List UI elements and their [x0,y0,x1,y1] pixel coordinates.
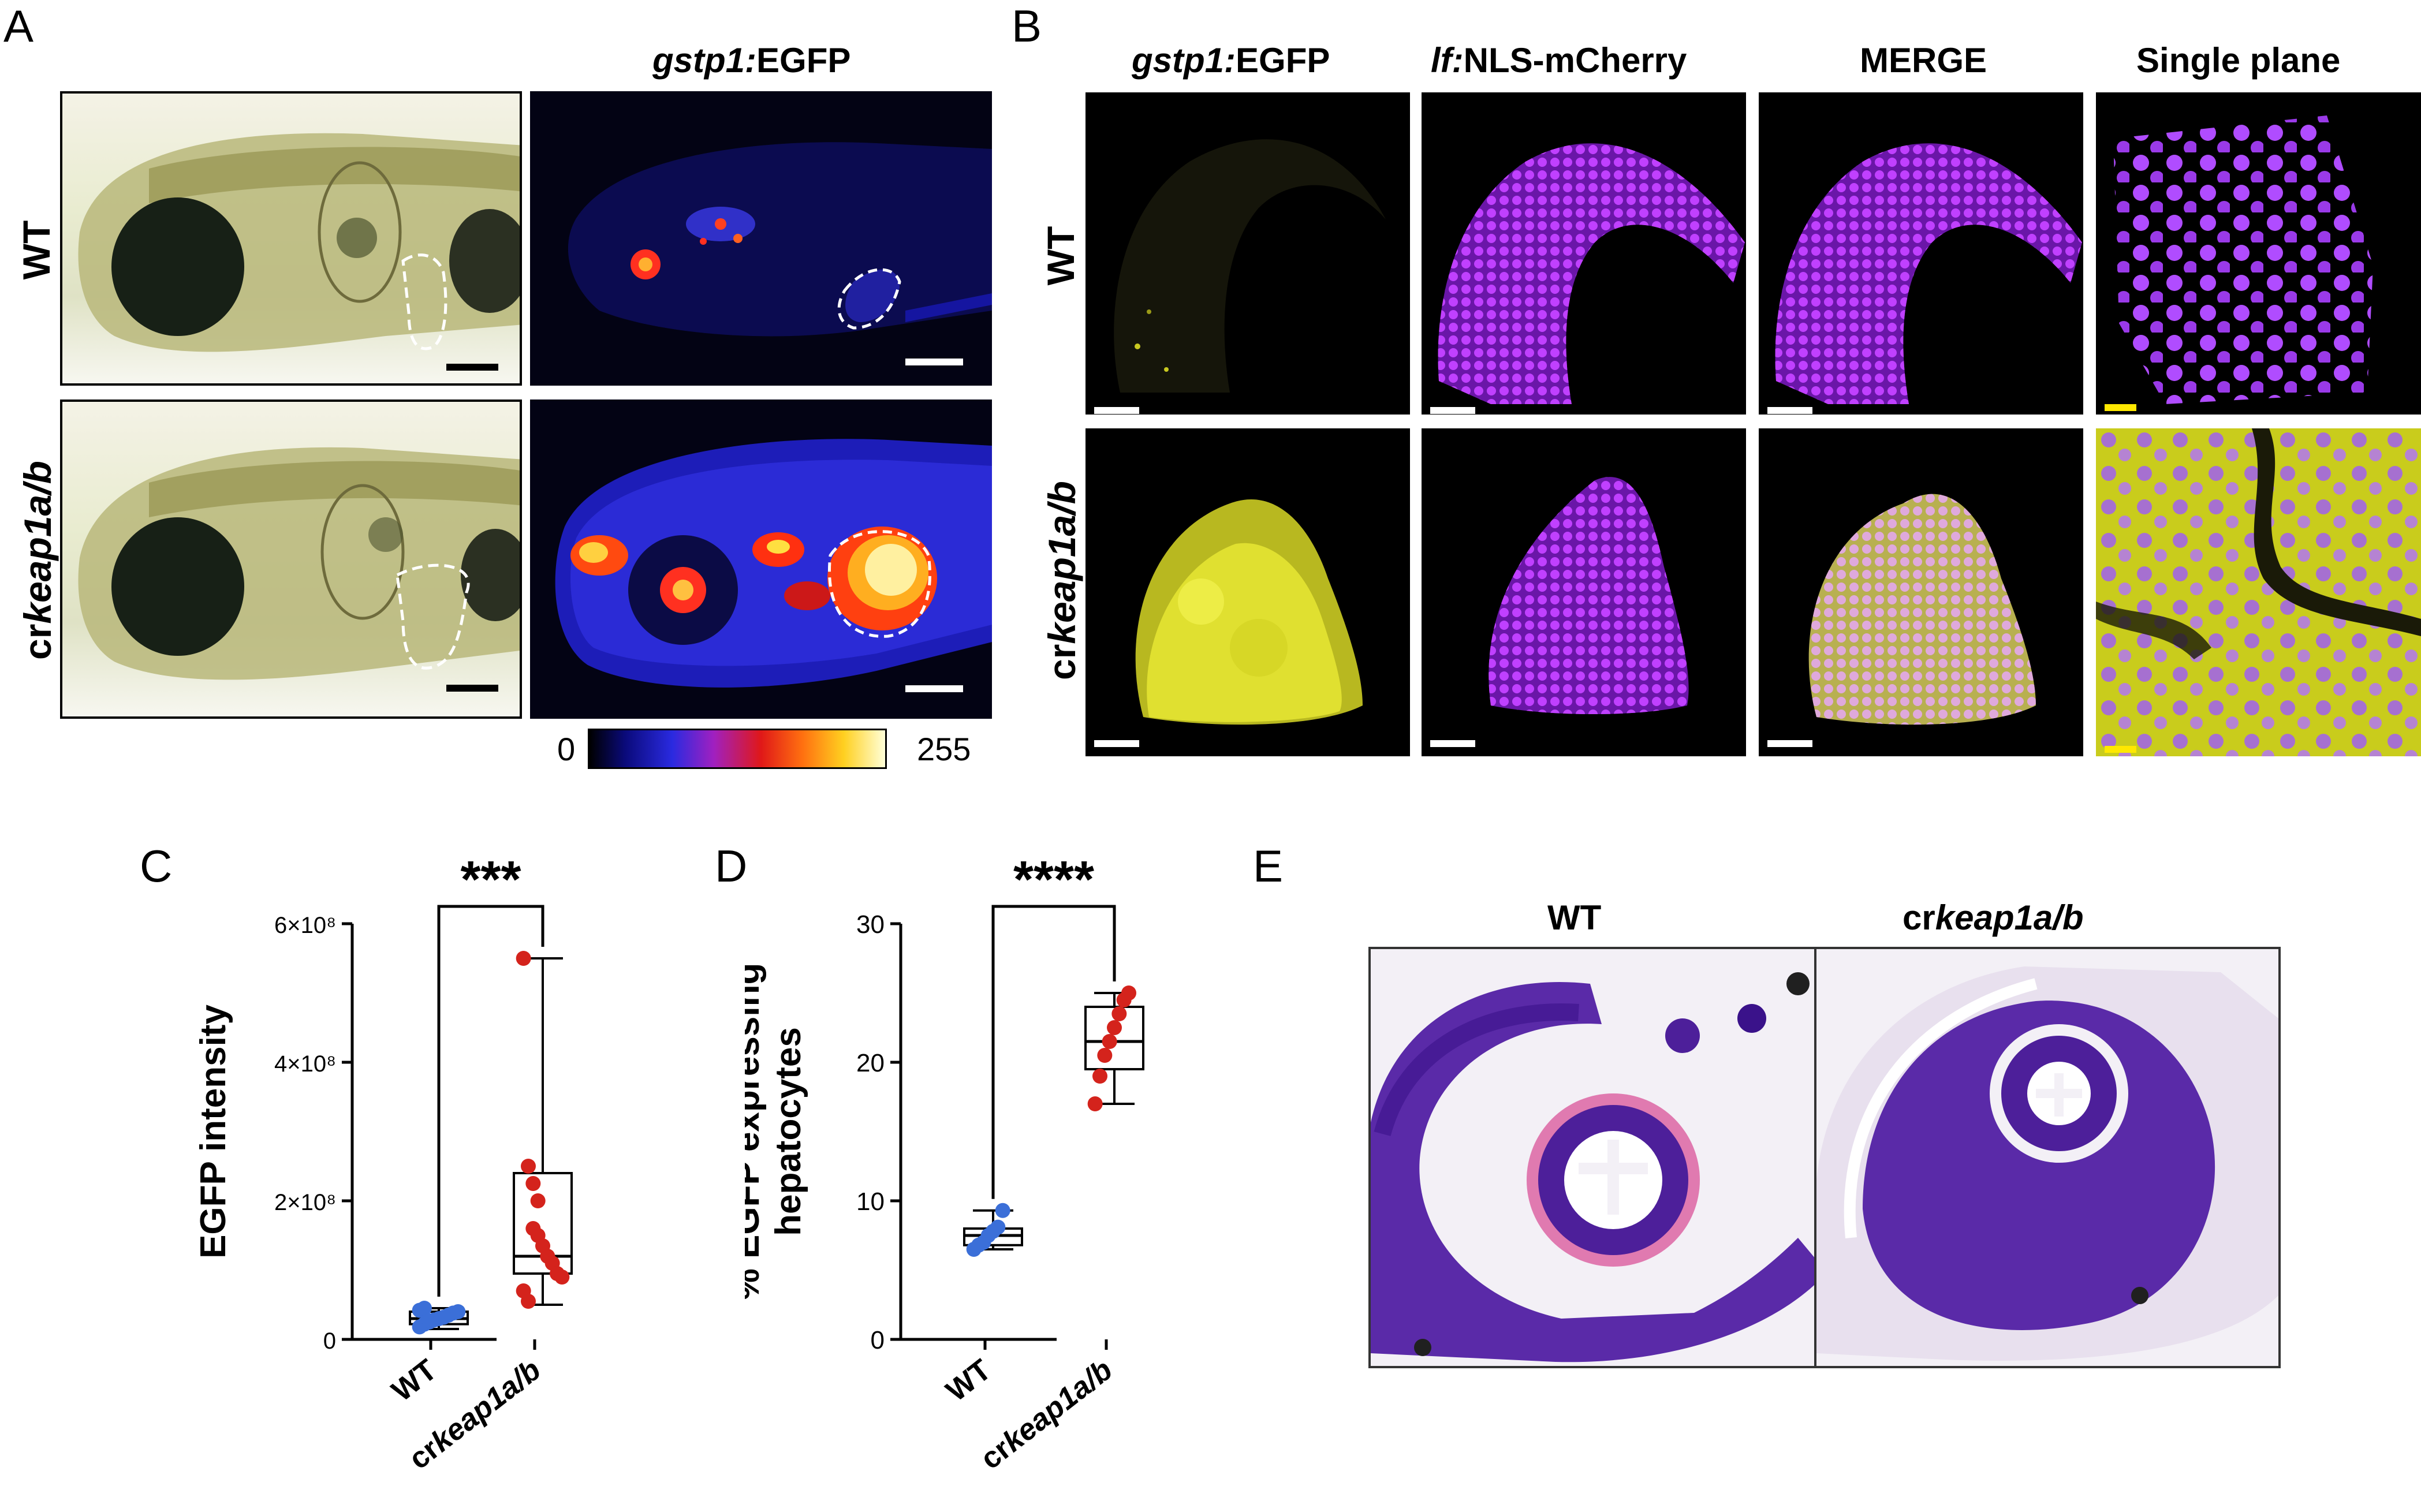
data-point [525,1221,541,1236]
y-tick-label: 0 [871,1326,885,1354]
scale-bar [1767,740,1812,747]
scale-bar [1094,740,1139,747]
data-point [1107,1020,1122,1035]
scale-bar [905,685,963,692]
y-tick-label: 20 [856,1049,885,1077]
panel-letter-c: C [140,841,173,891]
significance-bracket [991,905,1116,1199]
egfp-image-wt [1085,92,1410,415]
fluorescence-image-mutant [530,400,992,719]
y-tick-label: 10 [856,1188,885,1216]
liver-mcherry-wt [1438,143,1745,404]
he-section-mutant [1816,949,2278,1366]
panel-b-col3-title: MERGE [1860,41,1987,80]
significance-stars: **** [1013,851,1094,909]
panel-a-row-label-wt: WT [15,220,58,280]
data-point [417,1301,432,1316]
liver-egfp-mutant [1135,499,1363,725]
brightfield-image-wt [60,91,522,386]
data-point [1121,985,1136,1000]
colorbar [588,729,887,769]
scale-bar [446,685,498,692]
scale-bar [1430,407,1475,414]
data-point [554,1270,570,1285]
scale-bar [905,359,963,365]
panel-b-col4-title: Single plane [2136,41,2341,80]
scale-bar [446,364,498,371]
panel-letter-b: B [1012,1,1042,51]
fluorescence-image-wt [530,91,992,386]
single-plane-image-mutant [2096,428,2421,756]
data-point [1111,1006,1127,1021]
panel-a-fluor-title: gstp1:EGFP [652,41,851,80]
panel-b-row-label-wt: WT [1039,226,1082,286]
data-point [1102,1034,1117,1049]
histology-image-mutant [1814,947,2281,1368]
data-point [521,1159,536,1174]
significance-stars: *** [460,851,521,909]
data-point [995,1203,1010,1218]
panel-e-title-mutant: crkeap1a/b [1903,898,2084,937]
y-tick-label: 6×10⁸ [274,913,336,938]
x-tick-label: crkeap1a/b [975,1353,1119,1476]
data-point [516,951,531,966]
brightfield-image-mutant [60,400,522,719]
y-tick-label: 4×10⁸ [274,1051,336,1077]
histology-image-wt [1368,947,1835,1368]
data-point [1087,1096,1103,1111]
panel-b-col1-title: gstp1:EGFP [1132,41,1330,80]
merge-image-wt [1759,92,2083,415]
fluor-larva-wt [568,142,992,337]
colorbar-max-label: 255 [917,731,971,767]
he-section-wt [1371,949,1833,1366]
data-point [525,1176,541,1191]
y-axis-label: % EGFP expressinghepatocytes [745,963,808,1301]
panel-letter-e: E [1253,841,1284,891]
liver-merge-wt [1775,143,2082,404]
scale-bar [1430,740,1475,747]
panel-letter-a: A [3,1,34,51]
single-plane-image-wt [2096,92,2421,415]
scale-bar [2105,404,2136,411]
fluor-larva-mutant [555,439,992,688]
single-plane-nuclei-mutant [2096,428,2421,756]
scale-bar [1094,407,1139,414]
mcherry-image-wt [1422,92,1746,415]
y-tick-label: 0 [323,1328,336,1354]
x-tick-label: WT [386,1353,443,1409]
y-tick-label: 2×10⁸ [274,1190,336,1215]
larva-brightfield-wt [78,133,520,352]
data-point [1092,1069,1107,1084]
liver-mcherry-mutant [1489,477,1689,714]
data-point [450,1304,466,1319]
liver-merge-mutant [1808,494,2036,725]
x-tick-label: WT [940,1353,998,1409]
significance-bracket [437,905,544,1297]
chart-d: 0 10 20 30 % EGFP expressinghepatocytes WTcrk… [745,851,1144,1476]
panel-b-col2-title: lf:NLS-mCherry [1431,41,1687,80]
data-point [530,1193,546,1208]
panel-letter-d: D [715,841,748,891]
panel-e-title-wt: WT [1547,898,1602,937]
liver-egfp-wt [1114,139,1386,393]
mcherry-image-mutant [1422,428,1746,756]
data-point [521,1294,536,1309]
merge-image-mutant [1759,428,2083,756]
panel-b-row-label-mutant: crkeap1a/b [1040,481,1083,680]
scale-bar [1767,407,1812,414]
data-point [990,1219,1006,1235]
data-point [421,1313,437,1328]
panel-a-row-label-mutant: crkeap1a/b [16,461,59,660]
colorbar-min-label: 0 [557,731,576,767]
scale-bar [2105,746,2136,753]
larva-brightfield-mutant [78,447,520,680]
y-tick-label: 30 [856,910,885,939]
egfp-image-mutant [1085,428,1410,756]
data-point [1097,1048,1113,1063]
single-plane-nuclei-wt [2113,115,2373,404]
y-axis-label: EGFP intensity [193,1005,233,1259]
